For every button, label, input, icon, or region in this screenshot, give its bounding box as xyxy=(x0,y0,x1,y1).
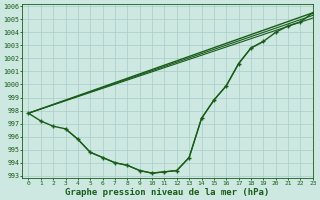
X-axis label: Graphe pression niveau de la mer (hPa): Graphe pression niveau de la mer (hPa) xyxy=(65,188,270,197)
